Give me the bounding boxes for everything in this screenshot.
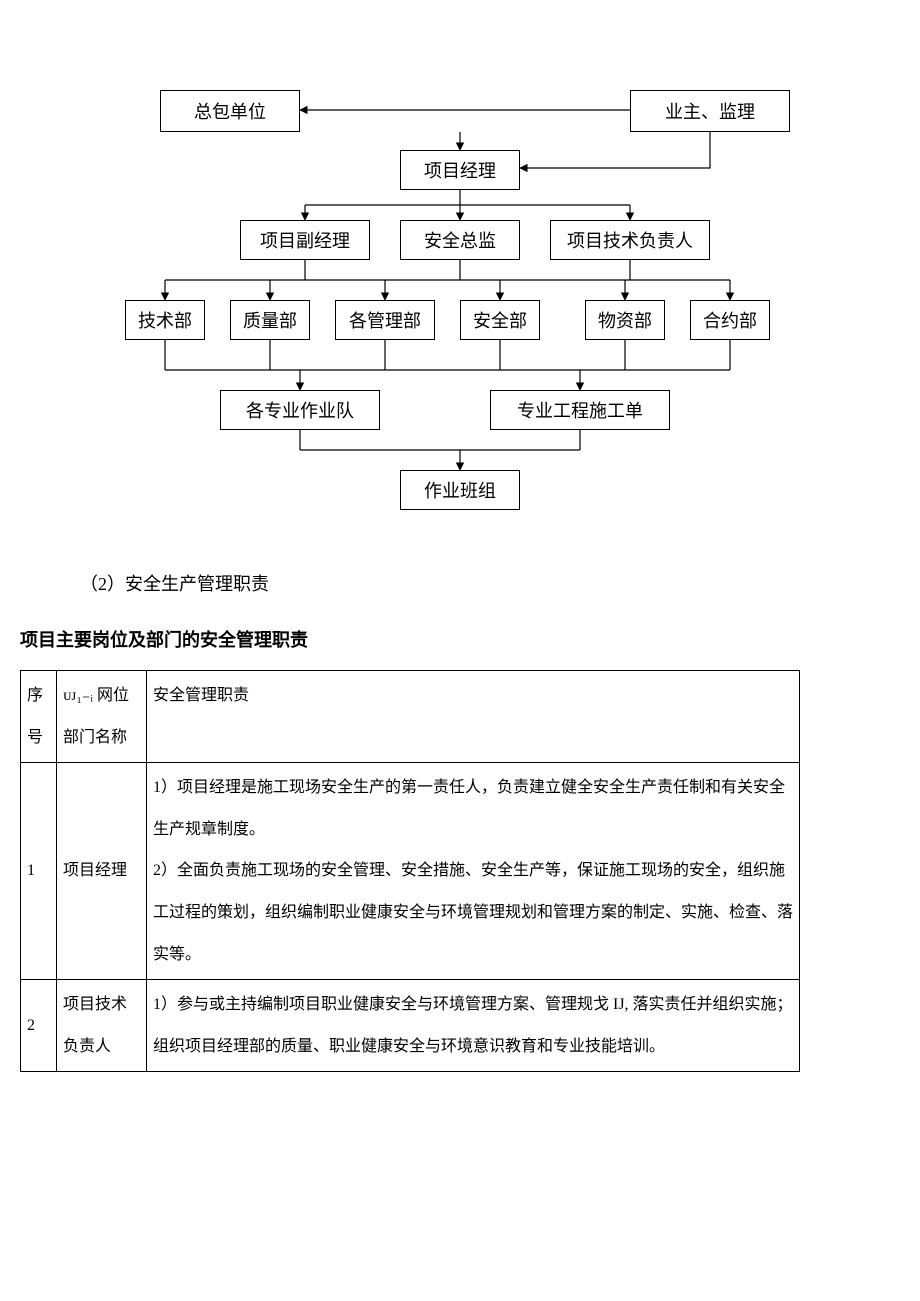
row-duty: 1）参与或主持编制项目职业健康安全与环境管理方案、管理规戈 IJ, 落实责任并组… xyxy=(147,980,800,1072)
table-row: 1 项目经理 1）项目经理是施工现场安全生产的第一责任人，负责建立健全安全生产责… xyxy=(21,763,800,980)
header-pos-2: 部门名称 xyxy=(63,729,127,746)
table-title: 项目主要岗位及部门的安全管理职责 xyxy=(20,626,920,652)
org-node-n2: 业主、监理 xyxy=(630,90,790,132)
table-row: 2 项目技术负责人 1）参与或主持编制项目职业健康安全与环境管理方案、管理规戈 … xyxy=(21,980,800,1072)
org-node-n8: 质量部 xyxy=(230,300,310,340)
org-node-n11: 物资部 xyxy=(585,300,665,340)
org-node-n7: 技术部 xyxy=(125,300,205,340)
header-pos-1: ᴜᴊ₁₋ᵢ 网位 xyxy=(63,687,129,704)
org-node-n6: 项目技术负责人 xyxy=(550,220,710,260)
row-num: 2 xyxy=(21,980,57,1072)
row-position: 项目经理 xyxy=(57,763,147,980)
org-node-n5: 安全总监 xyxy=(400,220,520,260)
row-duty: 1）项目经理是施工现场安全生产的第一责任人，负责建立健全安全生产责任制和有关安全… xyxy=(147,763,800,980)
org-chart: 总包单位 业主、监理项目经理项目副经理安全总监项目技术负责人技术部质量部各管理部安… xyxy=(90,90,830,530)
org-node-n4: 项目副经理 xyxy=(240,220,370,260)
org-node-n12: 合约部 xyxy=(690,300,770,340)
org-node-n13: 各专业作业队 xyxy=(220,390,380,430)
org-node-n14: 专业工程施工单 xyxy=(490,390,670,430)
org-node-n10: 安全部 xyxy=(460,300,540,340)
org-node-n3: 项目经理 xyxy=(400,150,520,190)
row-num: 1 xyxy=(21,763,57,980)
header-seq-2: 号 xyxy=(27,729,43,746)
header-seq: 序 号 xyxy=(21,671,57,763)
header-duty: 安全管理职责 xyxy=(147,671,800,763)
org-node-n1: 总包单位 xyxy=(160,90,300,132)
org-node-n9: 各管理部 xyxy=(335,300,435,340)
org-edge xyxy=(520,132,710,168)
org-node-n15: 作业班组 xyxy=(400,470,520,510)
row-position: 项目技术负责人 xyxy=(57,980,147,1072)
header-seq-1: 序 xyxy=(27,687,43,704)
header-position: ᴜᴊ₁₋ᵢ 网位 部门名称 xyxy=(57,671,147,763)
section-heading: （2）安全生产管理职责 xyxy=(80,570,920,596)
table-header-row: 序 号 ᴜᴊ₁₋ᵢ 网位 部门名称 安全管理职责 xyxy=(21,671,800,763)
responsibilities-table: 序 号 ᴜᴊ₁₋ᵢ 网位 部门名称 安全管理职责 1 项目经理 1）项目经理是施… xyxy=(20,670,800,1072)
